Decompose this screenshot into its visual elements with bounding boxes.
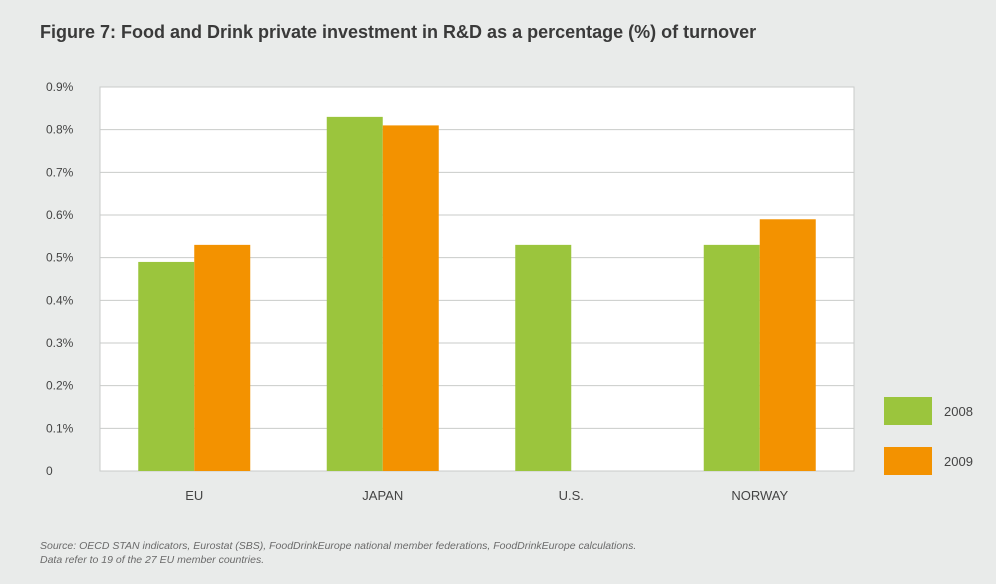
bars	[138, 116, 816, 472]
y-tick-label: 0.4%	[46, 293, 74, 307]
x-tick-label: NORWAY	[731, 488, 788, 503]
y-axis: 0 0.1% 0.2% 0.3% 0.4% 0.5% 0.6% 0.7% 0.8% 0.9%	[46, 80, 74, 478]
y-tick-label: 0.8%	[46, 123, 74, 137]
x-axis: EU JAPAN U.S. NORWAY	[185, 488, 788, 503]
legend: 2008 2009	[884, 397, 973, 475]
x-tick-label: U.S.	[559, 488, 584, 503]
bar-2009-eu	[194, 244, 251, 471]
source-note: Source: OECD STAN indicators, Eurostat (…	[40, 539, 636, 567]
y-tick-label: 0.2%	[46, 379, 74, 393]
x-tick-label: EU	[185, 488, 203, 503]
x-tick-label: JAPAN	[362, 488, 403, 503]
bar-2009-norway	[759, 219, 816, 471]
legend-swatch-2008	[884, 397, 932, 425]
legend-swatch-2009	[884, 447, 932, 475]
bar-2008-eu	[138, 261, 195, 471]
bar-2008-norway	[703, 244, 760, 471]
chart-title: Figure 7: Food and Drink private investm…	[40, 22, 757, 42]
y-tick-label: 0.6%	[46, 208, 74, 222]
y-tick-label: 0.9%	[46, 80, 74, 94]
source-line: Source: OECD STAN indicators, Eurostat (…	[40, 540, 637, 552]
bar-2008-us	[515, 244, 572, 471]
plot-frame	[99, 86, 855, 472]
legend-label: 2008	[944, 404, 973, 419]
bar-2009-japan	[382, 125, 439, 472]
y-tick-label: 0.7%	[46, 165, 74, 179]
data-note-line: Data refer to 19 of the 27 EU member cou…	[40, 554, 265, 566]
y-tick-label: 0.5%	[46, 251, 74, 265]
legend-label: 2009	[944, 454, 973, 469]
y-tick-label: 0.3%	[46, 336, 74, 350]
y-tick-label: 0	[46, 464, 53, 478]
y-tick-label: 0.1%	[46, 421, 74, 435]
bar-2008-japan	[326, 116, 383, 471]
